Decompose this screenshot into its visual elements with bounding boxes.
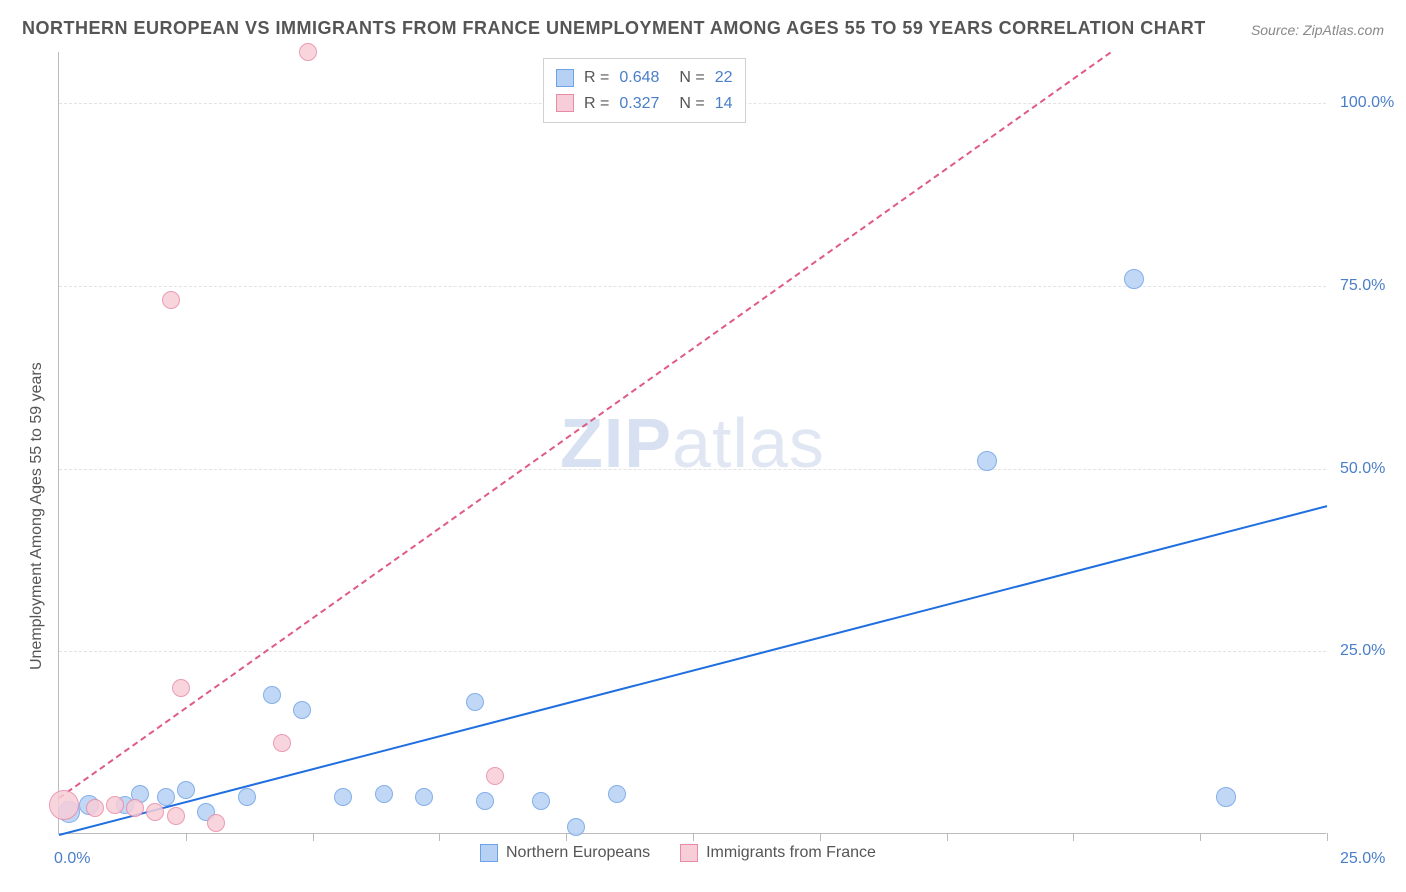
data-point (375, 785, 393, 803)
legend-swatch (556, 94, 574, 112)
watermark-thin: atlas (672, 404, 825, 482)
chart-plot-area: ZIPatlas (58, 52, 1326, 834)
n-label: N = (679, 91, 704, 117)
x-tick (313, 833, 314, 841)
trend-line (59, 505, 1327, 836)
x-tick (186, 833, 187, 841)
data-point (273, 734, 291, 752)
stat-legend-row: R = 0.327 N = 14 (556, 91, 733, 117)
data-point (167, 807, 185, 825)
data-point (977, 451, 997, 471)
data-point (1216, 787, 1236, 807)
x-tick (1200, 833, 1201, 841)
legend-item: Northern Europeans (480, 844, 650, 862)
n-value: 22 (715, 65, 733, 91)
x-tick (566, 833, 567, 841)
r-label: R = (584, 65, 609, 91)
data-point (299, 43, 317, 61)
stat-legend-row: R = 0.648 N = 22 (556, 65, 733, 91)
x-tick (1327, 833, 1328, 841)
n-value: 14 (715, 91, 733, 117)
legend-item: Immigrants from France (680, 844, 876, 862)
data-point (1124, 269, 1144, 289)
data-point (532, 792, 550, 810)
x-end-label: 25.0% (1340, 850, 1385, 868)
x-tick (1073, 833, 1074, 841)
x-tick (947, 833, 948, 841)
r-value: 0.648 (619, 65, 659, 91)
data-point (334, 788, 352, 806)
r-value: 0.327 (619, 91, 659, 117)
series-legend: Northern Europeans Immigrants from France (480, 844, 876, 862)
y-tick-label: 75.0% (1340, 277, 1385, 295)
y-axis-label: Unemployment Among Ages 55 to 59 years (28, 362, 46, 670)
data-point (608, 785, 626, 803)
legend-swatch (680, 844, 698, 862)
stats-legend: R = 0.648 N = 22 R = 0.327 N = 14 (543, 58, 746, 123)
n-label: N = (679, 65, 704, 91)
legend-swatch (480, 844, 498, 862)
data-point (162, 291, 180, 309)
data-point (476, 792, 494, 810)
data-point (415, 788, 433, 806)
data-point (486, 767, 504, 785)
data-point (177, 781, 195, 799)
data-point (567, 818, 585, 836)
data-point (263, 686, 281, 704)
trend-line (58, 52, 1111, 799)
chart-title: NORTHERN EUROPEAN VS IMMIGRANTS FROM FRA… (22, 18, 1206, 39)
data-point (106, 796, 124, 814)
data-point (172, 679, 190, 697)
legend-label: Immigrants from France (706, 844, 876, 862)
y-tick-label: 100.0% (1340, 94, 1394, 112)
gridline (59, 651, 1326, 652)
data-point (86, 799, 104, 817)
source-attribution: Source: ZipAtlas.com (1251, 22, 1384, 38)
data-point (238, 788, 256, 806)
data-point (146, 803, 164, 821)
data-point (293, 701, 311, 719)
data-point (466, 693, 484, 711)
x-tick (439, 833, 440, 841)
y-tick-label: 25.0% (1340, 642, 1385, 660)
legend-label: Northern Europeans (506, 844, 650, 862)
x-tick (693, 833, 694, 841)
data-point (126, 799, 144, 817)
x-tick (820, 833, 821, 841)
r-label: R = (584, 91, 609, 117)
data-point (207, 814, 225, 832)
legend-swatch (556, 69, 574, 87)
watermark-bold: ZIP (560, 404, 672, 482)
x-origin-label: 0.0% (54, 850, 90, 868)
data-point (49, 790, 79, 820)
y-tick-label: 50.0% (1340, 460, 1385, 478)
gridline (59, 469, 1326, 470)
